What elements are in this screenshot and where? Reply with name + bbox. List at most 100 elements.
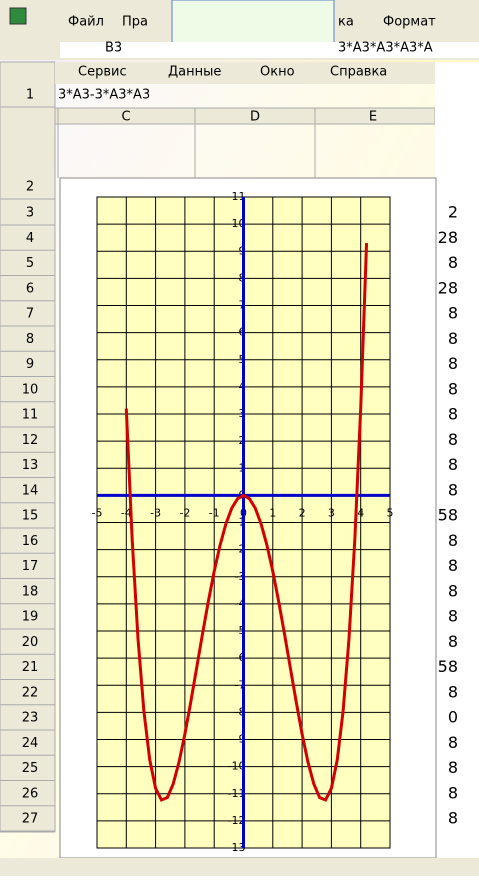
y-tick-label: -1 xyxy=(235,516,246,529)
x-tick-label: -3 xyxy=(150,506,161,519)
menu-bar xyxy=(55,62,435,84)
row-label: 7 xyxy=(26,307,34,322)
cell: 8 xyxy=(448,430,458,449)
right-cells xyxy=(435,62,479,862)
y-tick-label: -12 xyxy=(228,814,246,827)
series-line xyxy=(124,243,369,802)
status-bar xyxy=(0,858,479,876)
cell: 8 xyxy=(448,758,458,777)
row-label: 14 xyxy=(22,483,39,498)
menu-item[interactable]: Окно xyxy=(260,65,295,80)
cell: 8 xyxy=(448,379,458,398)
menu-item[interactable]: ка xyxy=(338,15,354,30)
cell: 8 xyxy=(448,632,458,651)
cell: 8 xyxy=(448,531,458,550)
menu-item[interactable]: Справка xyxy=(330,65,387,80)
formula-cell: 3*A3-3*A3*A3 xyxy=(58,88,150,103)
column-label: D xyxy=(250,110,260,125)
y-tick-label: -8 xyxy=(235,705,246,718)
cell: 0 xyxy=(448,708,458,727)
row-label: 8 xyxy=(26,332,34,347)
y-tick-label: -6 xyxy=(235,651,246,664)
row-label: 17 xyxy=(22,559,39,574)
column-header xyxy=(54,107,436,125)
row-label: 21 xyxy=(22,660,39,675)
cell: 2 xyxy=(448,203,458,222)
cell: 8 xyxy=(448,304,458,323)
row-label: 25 xyxy=(22,761,39,776)
row-label: 27 xyxy=(22,812,39,827)
y-tick-label: -5 xyxy=(235,624,246,637)
row-label: 10 xyxy=(22,382,39,397)
cell: 8 xyxy=(448,480,458,499)
row-label: 26 xyxy=(22,786,39,801)
menu-item[interactable]: Формат xyxy=(383,15,436,30)
cell: 8 xyxy=(448,329,458,348)
cell: 8 xyxy=(448,607,458,626)
row-label: 2 xyxy=(26,180,34,195)
y-tick-label: -7 xyxy=(235,678,246,691)
y-tick-label: -4 xyxy=(235,597,246,610)
column-label: C xyxy=(121,110,130,125)
row-label: 15 xyxy=(22,509,39,524)
menu-item[interactable]: Данные xyxy=(168,65,221,80)
popup-box xyxy=(171,0,335,49)
row-label: 13 xyxy=(22,458,39,473)
x-tick-label: 1 xyxy=(269,506,276,519)
cell: 28 xyxy=(438,228,458,247)
row-label: 3 xyxy=(26,206,34,221)
cell: 8 xyxy=(448,783,458,802)
y-tick-label: -13 xyxy=(228,841,246,854)
row-label: 6 xyxy=(26,281,34,296)
row-header-col xyxy=(0,61,56,833)
x-tick-label: 4 xyxy=(357,506,364,519)
y-tick-label: -9 xyxy=(235,733,246,746)
row-label: 4 xyxy=(26,231,34,246)
x-tick-label: 5 xyxy=(387,506,394,519)
y-tick-label: -11 xyxy=(228,787,246,800)
x-tick-label: 3 xyxy=(328,506,335,519)
x-tick-label: -5 xyxy=(92,506,103,519)
cell: 8 xyxy=(448,682,458,701)
cell: 58 xyxy=(438,657,458,676)
row-label: 12 xyxy=(22,433,39,448)
menu-item[interactable]: Файл xyxy=(68,15,104,30)
cell: 8 xyxy=(448,556,458,575)
row-label: 5 xyxy=(26,256,34,271)
row-label: 9 xyxy=(26,357,34,372)
cell: 28 xyxy=(438,278,458,297)
y-tick-label: -2 xyxy=(235,543,246,556)
row-label: 19 xyxy=(22,610,39,625)
formula-bar xyxy=(60,42,479,58)
column-label: E xyxy=(369,110,377,125)
cell: 8 xyxy=(448,733,458,752)
row-label: 16 xyxy=(22,534,39,549)
cell: 58 xyxy=(438,506,458,525)
row-label: 11 xyxy=(22,408,39,423)
y-tick-label: -10 xyxy=(228,760,246,773)
cell: 8 xyxy=(448,581,458,600)
x-tick-label: -1 xyxy=(209,506,220,519)
row-label: 20 xyxy=(22,635,39,650)
menu-item[interactable]: Сервис xyxy=(78,65,127,80)
row-label: 18 xyxy=(22,584,39,599)
x-tick-label: 2 xyxy=(299,506,306,519)
cell: 8 xyxy=(448,455,458,474)
row-label: 23 xyxy=(22,711,39,726)
x-tick-label: -2 xyxy=(179,506,190,519)
cell: 8 xyxy=(448,354,458,373)
formula-top: 3*A3*A3*A3*A xyxy=(338,41,433,56)
x-tick-label: -4 xyxy=(121,506,132,519)
app-icon xyxy=(9,7,27,25)
cell: 8 xyxy=(448,809,458,828)
cell: 8 xyxy=(448,253,458,272)
y-tick-label: -3 xyxy=(235,570,246,583)
row-label: 22 xyxy=(22,685,39,700)
cell: 8 xyxy=(448,405,458,424)
cell-ref: B3 xyxy=(105,41,122,56)
row-label: 1 xyxy=(26,88,34,103)
row-label: 24 xyxy=(22,736,39,751)
menu-item[interactable]: Пра xyxy=(122,15,148,30)
